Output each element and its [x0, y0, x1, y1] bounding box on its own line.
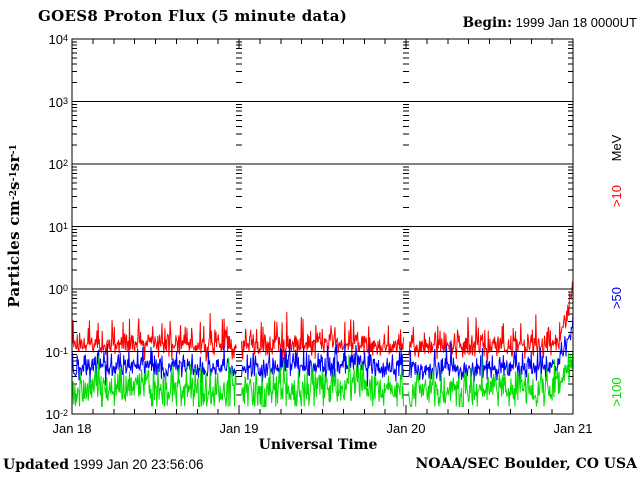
y-tick-label-1e3: 103 [48, 94, 68, 110]
begin-time: Begin: 1999 Jan 18 0000UT [463, 15, 637, 31]
flux-trace-gt10 [241, 312, 404, 361]
flux-trace-gt10 [71, 312, 237, 362]
updated-timestamp: Updated 1999 Jan 20 23:56:06 [3, 456, 204, 473]
updated-label: Updated [3, 457, 70, 473]
y-tick-label-1e-2: 10-2 [45, 407, 68, 422]
legend-gt100: >100 [609, 377, 624, 407]
begin-label: Begin: [462, 15, 512, 31]
flux-trace-gt100 [241, 354, 404, 408]
flux-trace-gt50 [241, 338, 404, 387]
x-tick-label-jan-20: Jan 20 [386, 421, 426, 436]
flux-trace-gt100 [408, 352, 574, 407]
x-tick-label-jan-21: Jan 21 [553, 421, 593, 436]
y-axis-title: Particles cm-2s-1sr-1 [5, 144, 23, 308]
legend-gt10: >10 [609, 184, 624, 208]
y-tick-label-1e1: 101 [48, 219, 68, 235]
x-tick-label-jan-18: Jan 18 [52, 421, 92, 436]
begin-value: 1999 Jan 18 0000UT [515, 15, 637, 30]
agency-credit: NOAA/SEC Boulder, CO USA [415, 456, 638, 472]
x-axis-title: Universal Time [258, 437, 378, 453]
y-tick-label-1e0: 100 [48, 282, 68, 297]
legend-gt50: >50 [609, 286, 624, 310]
chart-title: GOES8 Proton Flux (5 minute data) [38, 7, 348, 25]
flux-trace-gt10 [408, 281, 574, 363]
y-tick-label-1e4: 104 [48, 32, 68, 47]
updated-value: 1999 Jan 20 23:56:06 [72, 457, 204, 472]
y-tick-label-1e2: 102 [48, 157, 68, 172]
x-tick-label-jan-19: Jan 19 [219, 421, 259, 436]
plot-border [71, 38, 574, 415]
flux-trace-gt100 [71, 355, 237, 407]
y-tick-label-1e-1: 10-1 [45, 344, 68, 360]
